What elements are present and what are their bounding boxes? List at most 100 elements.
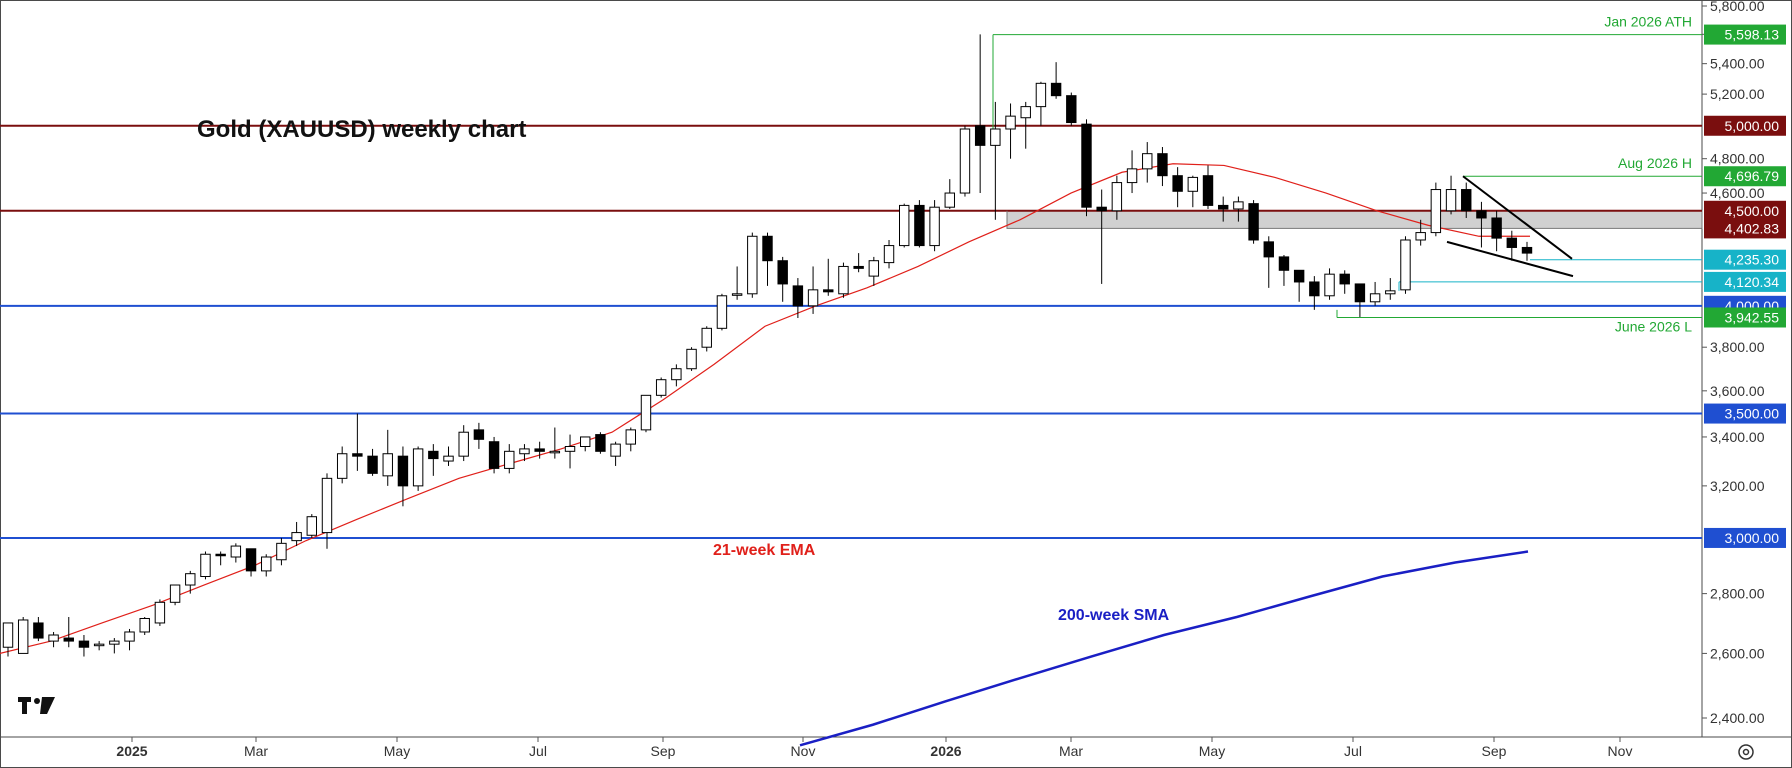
tag-3000-bg bbox=[1704, 527, 1786, 548]
candle-body bbox=[1005, 115, 1016, 130]
tag-3500-bg bbox=[1704, 403, 1786, 424]
candle-body bbox=[1066, 95, 1077, 124]
candle-body bbox=[777, 260, 788, 285]
candle-body bbox=[1233, 201, 1244, 210]
y-tick-label: 3,200.00 bbox=[1710, 478, 1765, 494]
candle-body bbox=[1339, 273, 1350, 285]
sma-200-line bbox=[799, 550, 1529, 747]
candle-body bbox=[230, 545, 242, 558]
candle-body bbox=[944, 192, 955, 208]
tag-ath-bg bbox=[1704, 24, 1786, 45]
candle-body bbox=[1400, 239, 1411, 291]
candle-body bbox=[580, 436, 591, 448]
candle-body bbox=[731, 293, 743, 296]
candle-body bbox=[33, 622, 44, 639]
wedge-upper-line bbox=[1462, 175, 1573, 260]
candle-body bbox=[519, 448, 530, 455]
candle-body bbox=[185, 573, 196, 586]
y-tick-label: 4,800.00 bbox=[1710, 151, 1765, 167]
candle-body bbox=[443, 455, 454, 462]
candle-body bbox=[1142, 153, 1153, 170]
candle-body bbox=[1293, 269, 1305, 283]
candle-body bbox=[1461, 189, 1472, 212]
candle-body bbox=[428, 450, 439, 460]
x-tick-label: Sep bbox=[1482, 743, 1507, 759]
candle-body bbox=[1157, 153, 1168, 177]
candle-body bbox=[78, 640, 90, 648]
candle-body bbox=[686, 348, 697, 370]
candle-body bbox=[762, 235, 773, 262]
y-tick-label: 3,600.00 bbox=[1710, 383, 1765, 399]
candle-body bbox=[1278, 256, 1290, 271]
candle-body bbox=[382, 453, 393, 477]
gear-hub bbox=[1742, 748, 1750, 756]
candle-body bbox=[1385, 290, 1396, 295]
x-tick-label: May bbox=[384, 743, 410, 759]
settings-gear-icon[interactable] bbox=[1738, 744, 1754, 760]
candle-body bbox=[276, 542, 287, 561]
y-tick-label: 4,600.00 bbox=[1710, 185, 1765, 201]
tag-aug-high: 4,696.79 bbox=[1725, 168, 1780, 184]
candle-body bbox=[458, 431, 469, 457]
tag-4500-bg bbox=[1704, 200, 1786, 221]
candle-body bbox=[1445, 189, 1457, 212]
x-tick-label: 2025 bbox=[116, 743, 147, 759]
candle-body bbox=[1415, 232, 1426, 241]
candle-body bbox=[959, 128, 971, 194]
candle-body bbox=[169, 584, 181, 603]
candle-body bbox=[640, 394, 652, 431]
candle-body bbox=[504, 450, 515, 469]
candle-body bbox=[245, 548, 257, 572]
sma-label: 200-week SMA bbox=[1058, 607, 1170, 624]
x-tick-label: 2026 bbox=[930, 743, 961, 759]
candle-body bbox=[1369, 293, 1381, 303]
chart-title: Gold (XAUUSD) weekly chart bbox=[197, 116, 526, 143]
tag-4120-bg bbox=[1704, 271, 1786, 292]
x-tick-label: May bbox=[1199, 743, 1225, 759]
candle-body bbox=[1202, 175, 1214, 206]
x-tick-label: Nov bbox=[1608, 743, 1633, 759]
tag-5000: 5,000.00 bbox=[1725, 118, 1780, 134]
candle-body bbox=[1491, 217, 1502, 239]
tag-zone: 4,402.83 bbox=[1725, 220, 1780, 236]
gear-ring bbox=[1738, 744, 1754, 760]
x-tick-label: Nov bbox=[791, 743, 816, 759]
logo-part bbox=[34, 698, 40, 704]
candle-body bbox=[93, 643, 105, 647]
candle-body bbox=[306, 516, 318, 536]
x-tick-label: Mar bbox=[1059, 743, 1083, 759]
candle-body bbox=[48, 634, 59, 642]
candle-body bbox=[1263, 241, 1274, 258]
y-tick-label: 2,800.00 bbox=[1710, 586, 1765, 602]
label-jan-ath: Jan 2026 ATH bbox=[1604, 14, 1692, 30]
candle-body bbox=[1111, 182, 1123, 212]
x-tick-label: Sep bbox=[651, 743, 676, 759]
tag-4120: 4,120.34 bbox=[1725, 274, 1780, 290]
candle-body bbox=[1354, 283, 1366, 303]
tag-ath: 5,598.13 bbox=[1725, 27, 1780, 43]
tag-5000-bg bbox=[1704, 115, 1786, 136]
candle-body bbox=[1172, 175, 1183, 192]
tag-4500: 4,500.00 bbox=[1725, 203, 1780, 219]
candle-body bbox=[63, 637, 74, 642]
candle-body bbox=[625, 429, 636, 445]
candle-body bbox=[564, 446, 576, 452]
wedge-lower-line bbox=[1446, 240, 1574, 278]
y-tick-label: 2,600.00 bbox=[1710, 645, 1765, 661]
candle-body bbox=[792, 285, 804, 307]
tag-3000: 3,000.00 bbox=[1725, 530, 1780, 546]
candle-body bbox=[1521, 246, 1533, 254]
y-tick-label: 5,200.00 bbox=[1710, 86, 1765, 102]
candle-body bbox=[701, 327, 712, 348]
candle-body bbox=[336, 453, 348, 479]
x-tick-label: Jul bbox=[529, 743, 547, 759]
y-tick-label: 5,400.00 bbox=[1710, 56, 1765, 72]
candle-body bbox=[1020, 106, 1031, 119]
supply-zone bbox=[1006, 210, 1703, 229]
tag-4235-bg bbox=[1704, 249, 1786, 270]
x-tick-label: Mar bbox=[244, 743, 268, 759]
y-tick-label: 5,800.00 bbox=[1710, 0, 1765, 14]
candle-body bbox=[883, 245, 895, 264]
